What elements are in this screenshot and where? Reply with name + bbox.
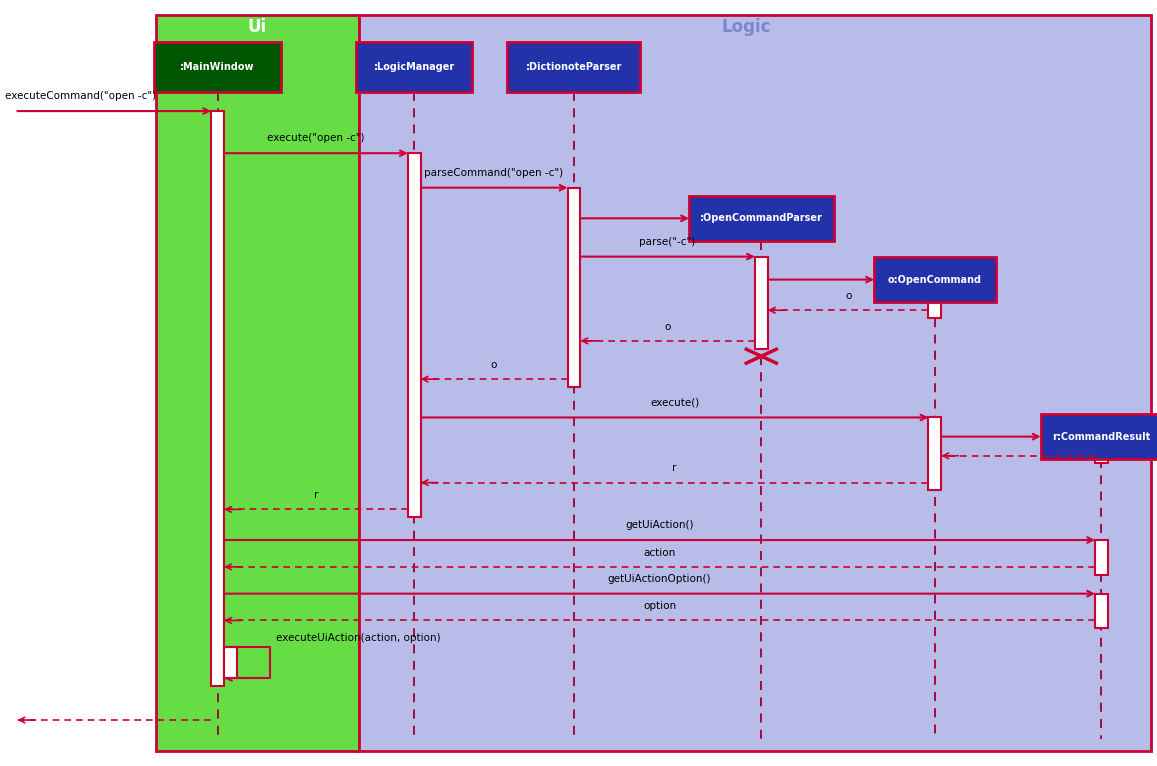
- Text: Ui: Ui: [248, 18, 266, 36]
- Bar: [211, 111, 224, 686]
- Bar: [359, 15, 1151, 751]
- Bar: [929, 268, 942, 318]
- Text: Logic: Logic: [722, 18, 771, 36]
- Text: r: r: [672, 463, 677, 473]
- Bar: [1095, 425, 1108, 463]
- Bar: [154, 42, 281, 92]
- Text: action: action: [643, 548, 676, 558]
- Text: executeCommand("open -c"): executeCommand("open -c"): [6, 91, 156, 101]
- Text: :MainWindow: :MainWindow: [180, 62, 255, 72]
- Text: :OpenCommandParser: :OpenCommandParser: [700, 213, 823, 224]
- Bar: [875, 257, 995, 302]
- Text: parseCommand("open -c"): parseCommand("open -c"): [425, 168, 563, 178]
- Bar: [407, 153, 421, 517]
- Text: o: o: [845, 291, 852, 301]
- Text: :DictionoteParser: :DictionoteParser: [525, 62, 622, 72]
- Text: execute(): execute(): [650, 398, 699, 408]
- Text: o:OpenCommand: o:OpenCommand: [887, 274, 982, 285]
- Bar: [224, 647, 237, 678]
- Bar: [156, 15, 359, 751]
- Text: getUiActionOption(): getUiActionOption(): [607, 574, 712, 584]
- Text: getUiAction(): getUiAction(): [625, 520, 694, 530]
- Text: execute("open -c"): execute("open -c"): [267, 133, 364, 143]
- Bar: [1095, 594, 1108, 628]
- Bar: [507, 42, 641, 92]
- Text: executeUiAction(action, option): executeUiAction(action, option): [277, 633, 441, 643]
- Text: r: r: [314, 490, 318, 500]
- Text: option: option: [643, 601, 676, 611]
- Text: parse("-c"): parse("-c"): [640, 237, 695, 247]
- Bar: [690, 196, 833, 241]
- Text: :LogicManager: :LogicManager: [374, 62, 455, 72]
- Text: o: o: [664, 322, 671, 332]
- Bar: [1041, 414, 1157, 459]
- Text: o: o: [491, 360, 498, 370]
- Bar: [568, 188, 581, 387]
- Text: r:CommandResult: r:CommandResult: [1053, 431, 1150, 442]
- Bar: [756, 257, 768, 349]
- Bar: [929, 417, 942, 490]
- Bar: [356, 42, 472, 92]
- Bar: [1095, 540, 1108, 574]
